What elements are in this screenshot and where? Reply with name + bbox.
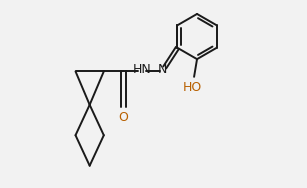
Text: HN: HN: [133, 63, 151, 76]
Text: N: N: [158, 63, 167, 76]
Text: HO: HO: [182, 81, 202, 94]
Text: O: O: [119, 111, 128, 124]
